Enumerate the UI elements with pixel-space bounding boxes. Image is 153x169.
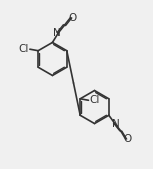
- Text: O: O: [69, 13, 77, 23]
- Text: N: N: [112, 119, 120, 129]
- Text: O: O: [123, 134, 132, 144]
- Text: Cl: Cl: [19, 44, 29, 54]
- Text: N: N: [53, 28, 61, 38]
- Text: Cl: Cl: [89, 95, 100, 105]
